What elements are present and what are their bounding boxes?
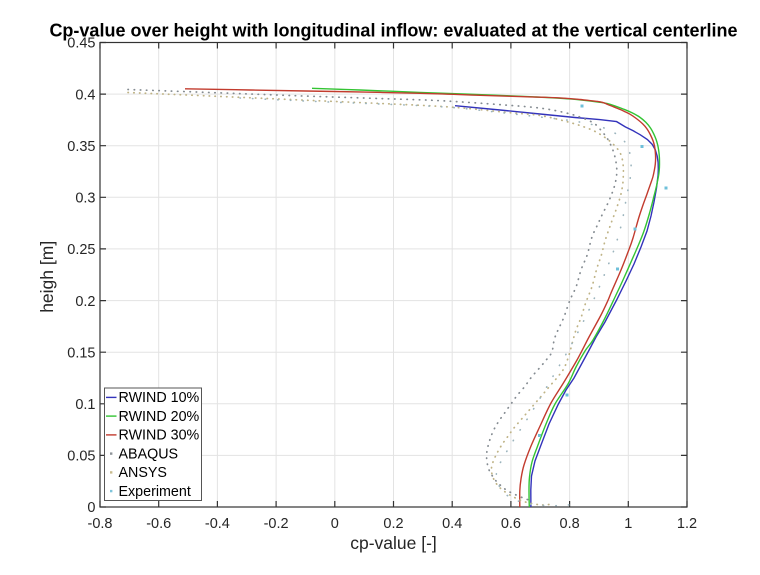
svg-text:0.2: 0.2	[383, 516, 403, 532]
svg-text:Cp-value over height with long: Cp-value over height with longitudinal i…	[49, 21, 737, 41]
svg-text:0.2: 0.2	[75, 294, 95, 310]
svg-text:0.25: 0.25	[67, 242, 95, 258]
svg-text:-0.2: -0.2	[264, 516, 289, 532]
svg-text:RWIND 20%: RWIND 20%	[119, 409, 200, 425]
svg-text:0.15: 0.15	[67, 345, 95, 361]
svg-text:RWIND 30%: RWIND 30%	[119, 428, 200, 444]
svg-text:ABAQUS: ABAQUS	[119, 446, 179, 462]
svg-text:-0.4: -0.4	[205, 516, 230, 532]
svg-text:0.35: 0.35	[67, 139, 95, 155]
svg-text:0.4: 0.4	[75, 87, 95, 103]
svg-text:-0.6: -0.6	[146, 516, 171, 532]
svg-text:0.8: 0.8	[560, 516, 580, 532]
svg-text:Experiment: Experiment	[119, 484, 191, 500]
svg-text:0.05: 0.05	[67, 449, 95, 465]
svg-text:RWIND 10%: RWIND 10%	[119, 390, 200, 406]
svg-text:0: 0	[331, 516, 339, 532]
svg-text:0: 0	[87, 500, 95, 516]
svg-text:0.6: 0.6	[501, 516, 521, 532]
svg-text:ANSYS: ANSYS	[119, 465, 167, 481]
svg-text:-0.8: -0.8	[88, 516, 113, 532]
svg-text:heigh [m]: heigh [m]	[37, 241, 57, 313]
svg-text:0.1: 0.1	[75, 397, 95, 413]
svg-text:0.3: 0.3	[75, 191, 95, 207]
svg-text:0.4: 0.4	[442, 516, 462, 532]
svg-text:cp-value [-]: cp-value [-]	[350, 533, 437, 553]
svg-text:1: 1	[624, 516, 632, 532]
svg-text:1.2: 1.2	[677, 516, 697, 532]
svg-text:0.45: 0.45	[67, 36, 95, 52]
